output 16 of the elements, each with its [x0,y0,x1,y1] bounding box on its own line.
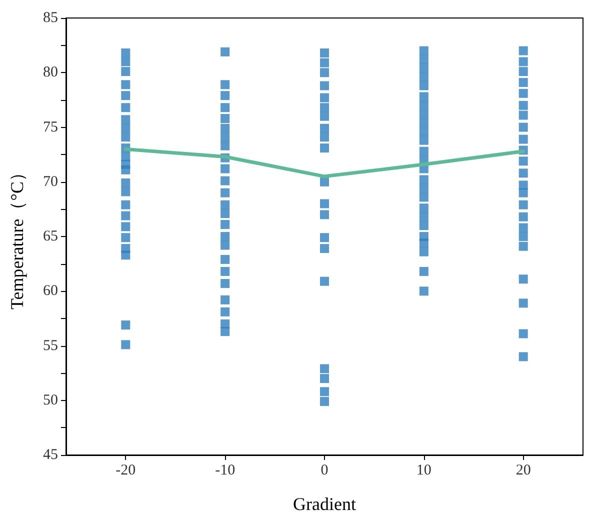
x-tick-label: 10 [416,462,432,478]
y-tick-label: 50 [43,392,58,408]
y-tick-label: 65 [43,228,58,244]
x-tick-label: -20 [116,462,136,478]
y-tick-label: 80 [43,64,58,81]
x-tick-label: -10 [215,462,236,478]
y-tick-label: 75 [43,119,58,136]
x-tick-label: 20 [516,462,531,478]
x-tick-label: 0 [320,462,328,478]
y-axis-title: Temperature（°C） [7,164,27,310]
y-tick-label: 70 [43,174,58,190]
y-tick-label: 60 [43,283,58,300]
y-tick-label: 85 [43,10,58,26]
x-axis-title: Gradient [293,494,356,514]
y-tick-label: 45 [43,447,58,463]
y-tick-label: 55 [43,338,58,354]
